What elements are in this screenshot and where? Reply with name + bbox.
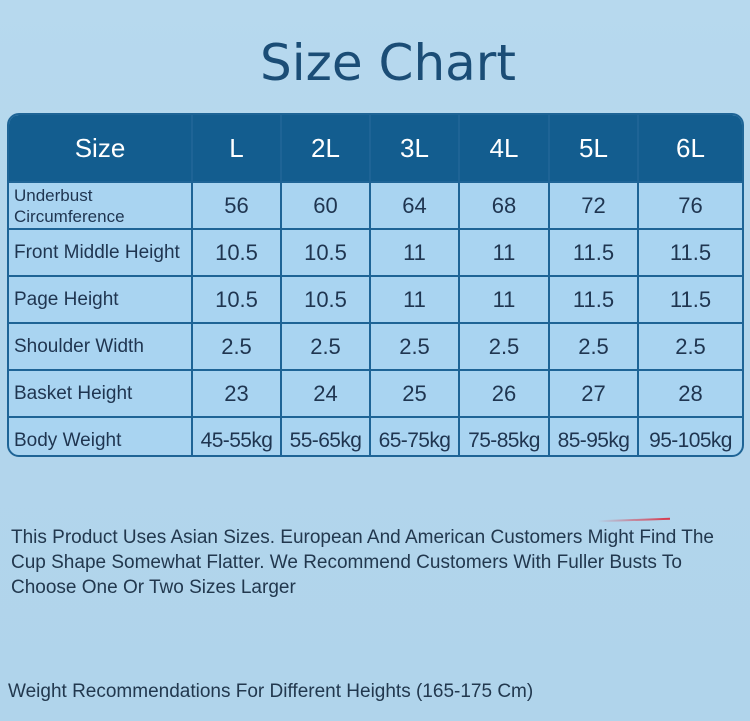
table-cell: 11 bbox=[369, 228, 460, 277]
table-cell: 60 bbox=[280, 181, 371, 230]
table-row: Underbust Circumference 56 60 64 68 72 7… bbox=[9, 181, 742, 230]
sizing-notice: This Product Uses Asian Sizes. European … bbox=[11, 527, 714, 598]
table-cell: 75-85kg bbox=[458, 416, 550, 455]
table-row: Page Height 10.5 10.5 11 11 11.5 11.5 bbox=[9, 275, 742, 324]
table-cell: 2.5 bbox=[637, 322, 742, 371]
table-cell: 23 bbox=[191, 369, 282, 418]
table-cell: 64 bbox=[369, 181, 460, 230]
row-label-body-weight: Body Weight bbox=[9, 416, 193, 455]
table-cell: 95-105kg bbox=[637, 416, 742, 455]
table-row: Body Weight 45-55kg 55-65kg 65-75kg 75-8… bbox=[9, 416, 742, 455]
table-cell: 65-75kg bbox=[369, 416, 460, 455]
header-size-6l: 6L bbox=[637, 115, 742, 183]
header-size-2l: 2L bbox=[280, 115, 371, 183]
table-cell: 68 bbox=[458, 181, 550, 230]
table-row: Basket Height 23 24 25 26 27 28 bbox=[9, 369, 742, 418]
row-label-underbust: Underbust Circumference bbox=[9, 181, 193, 230]
table-cell: 11.5 bbox=[637, 228, 742, 277]
page-title: Size Chart bbox=[260, 34, 516, 92]
table-cell: 11.5 bbox=[548, 275, 639, 324]
table-cell: 2.5 bbox=[548, 322, 639, 371]
table-cell: 72 bbox=[548, 181, 639, 230]
table-cell: 55-65kg bbox=[280, 416, 371, 455]
table-cell: 25 bbox=[369, 369, 460, 418]
table-cell: 76 bbox=[637, 181, 742, 230]
header-size-label: Size bbox=[9, 115, 193, 183]
header-size-4l: 4L bbox=[458, 115, 550, 183]
table-cell: 2.5 bbox=[191, 322, 282, 371]
header-size-3l: 3L bbox=[369, 115, 460, 183]
table-cell: 45-55kg bbox=[191, 416, 282, 455]
table-row: Shoulder Width 2.5 2.5 2.5 2.5 2.5 2.5 bbox=[9, 322, 742, 371]
table-cell: 10.5 bbox=[280, 275, 371, 324]
decorative-red-line bbox=[597, 517, 671, 523]
weight-recommendation-note: Weight Recommendations For Different Hei… bbox=[8, 681, 534, 702]
table-cell: 2.5 bbox=[458, 322, 550, 371]
table-cell: 10.5 bbox=[191, 228, 282, 277]
table-cell: 26 bbox=[458, 369, 550, 418]
table-row: Front Middle Height 10.5 10.5 11 11 11.5… bbox=[9, 228, 742, 277]
table-header-row: Size L 2L 3L 4L 5L 6L bbox=[9, 115, 742, 183]
table-cell: 10.5 bbox=[280, 228, 371, 277]
table-cell: 24 bbox=[280, 369, 371, 418]
table-cell: 2.5 bbox=[280, 322, 371, 371]
table-cell: 11 bbox=[458, 228, 550, 277]
header-size-5l: 5L bbox=[548, 115, 639, 183]
table-cell: 11 bbox=[369, 275, 460, 324]
header-size-l: L bbox=[191, 115, 282, 183]
table-cell: 27 bbox=[548, 369, 639, 418]
table-cell: 85-95kg bbox=[548, 416, 639, 455]
table-cell: 56 bbox=[191, 181, 282, 230]
table-cell: 28 bbox=[637, 369, 742, 418]
table-cell: 2.5 bbox=[369, 322, 460, 371]
table-cell: 11 bbox=[458, 275, 550, 324]
table-cell: 11.5 bbox=[548, 228, 639, 277]
row-label-basket-height: Basket Height bbox=[9, 369, 193, 418]
table-cell: 10.5 bbox=[191, 275, 282, 324]
row-label-shoulder-width: Shoulder Width bbox=[9, 322, 193, 371]
row-label-front-middle-height: Front Middle Height bbox=[9, 228, 193, 277]
table-cell: 11.5 bbox=[637, 275, 742, 324]
size-chart-table: Size L 2L 3L 4L 5L 6L Underbust Circumfe… bbox=[7, 113, 744, 457]
row-label-page-height: Page Height bbox=[9, 275, 193, 324]
